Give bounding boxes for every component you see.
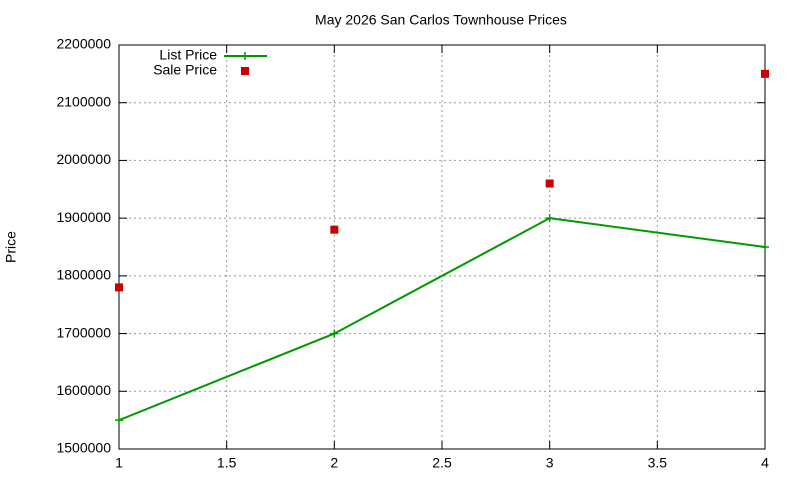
legend-label: Sale Price [153,62,217,78]
y-tick-label: 2200000 [56,36,111,52]
chart-title: May 2026 San Carlos Townhouse Prices [315,12,567,28]
y-tick-label: 2100000 [56,93,111,109]
legend-marker [241,52,249,60]
y-tick-label: 1900000 [56,209,111,225]
data-point [545,214,554,223]
x-tick-label: 3 [546,455,554,471]
legend-marker [241,67,249,75]
y-axis-label: Price [3,231,19,263]
data-point [115,283,123,292]
data-point [545,179,554,188]
data-point [330,225,339,234]
y-tick-label: 1800000 [56,267,111,283]
data-point [330,329,339,338]
data-point [115,416,123,425]
x-tick-label: 1.5 [217,455,237,471]
y-tick-label: 1600000 [56,382,111,398]
data-point [761,243,769,251]
y-tick-label: 2000000 [56,151,111,167]
series-line [118,217,766,422]
x-tick-label: 3.5 [648,455,668,471]
x-tick-label: 2.5 [432,455,452,471]
y-tick-label: 1500000 [56,440,111,456]
x-tick-label: 2 [330,455,338,471]
data-point [761,69,769,78]
legend-label: List Price [159,47,217,63]
x-tick-label: 1 [115,455,123,471]
y-tick-label: 1700000 [56,324,111,340]
x-tick-label: 4 [761,455,769,471]
